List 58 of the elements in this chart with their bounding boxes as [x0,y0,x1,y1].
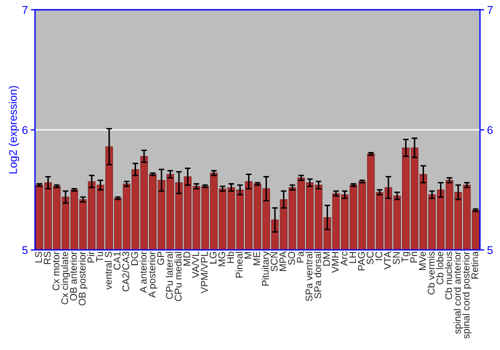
y-tick-label: 6 [22,126,28,134]
y-tick-label: 7 [22,6,28,14]
x-tick-label: Cx motor [52,251,60,290]
x-tick-label: MG [218,252,226,266]
y-axis-title: Log2 (expression) [8,86,20,174]
x-tick-label: CPu medial [174,252,182,302]
x-tick-label: Cb lobe [436,252,444,284]
x-tick-label: VPM/VPL [200,252,208,294]
x-tick-label: DM [323,252,330,266]
x-tick-label: Cb nucleus [444,252,452,300]
x-tick-label: CA1 [114,252,120,270]
x-tick-label: Pn [410,252,418,262]
x-tick-label: SPa dorsal [314,252,322,298]
x-tick-label: VTA [384,251,391,270]
x-tick-label: ventral S [104,252,112,290]
x-tick-label: ME [253,252,260,266]
x-tick-label: MPA [280,251,286,271]
y2-tick-label: 5 [487,246,493,254]
x-tick-label: MD [184,252,190,266]
x-tick-label: Cx cingulate [61,252,70,304]
x-tick-label: SC [366,252,374,264]
x-tick-label: OB posterior [78,251,88,306]
x-tick-label: A anterior [140,251,147,293]
x-tick-label: spinal cord anterior [454,251,463,334]
y2-tick-label: 6 [488,126,493,134]
x-tick-label: SPa ventral [305,252,312,302]
x-tick-label: Pineal [236,252,243,278]
x-tick-label: LG [210,252,216,264]
x-tick-label: DG [131,252,138,266]
x-tick-label: LS [35,252,42,262]
x-tick-label: SO [288,252,296,265]
x-tick-label: VMH [332,252,339,273]
x-tick-label: RS [44,252,51,264]
x-tick-label: PAG [358,252,365,270]
x-tick-label: Tg [402,252,410,262]
x-tick-label: MVe [419,252,426,270]
x-tick-label: M [244,252,252,259]
x-tick-label: Arc [340,252,348,266]
x-tick-label: VA/VL [192,252,200,278]
x-tick-label: Cb vermis [427,252,435,295]
x-tick-label: spinal cord posterior [462,251,472,339]
x-tick-label: A posterior [148,251,158,298]
x-tick-label: Pituitary [262,251,271,286]
x-tick-label: SN [392,252,400,264]
x-tick-label: CPu lateral [166,252,173,299]
x-tick-label: GP [157,252,164,265]
x-tick-label: Hb [226,252,234,263]
x-tick-label: Tu [96,252,104,262]
x-tick-label: Pa [296,251,304,262]
x-tick-label: SCN [270,252,278,272]
y2-tick-label: 7 [488,6,493,14]
x-tick-label: LH [349,252,356,263]
x-tick-label: IC [375,252,382,260]
x-tick-label: OB anterior [70,251,77,301]
y-tick-label: 5 [22,246,28,254]
x-tick-label: CA2/CA3 [122,252,130,292]
x-tick-label: Retina [471,251,478,279]
x-tick-label: Pir [87,251,94,262]
